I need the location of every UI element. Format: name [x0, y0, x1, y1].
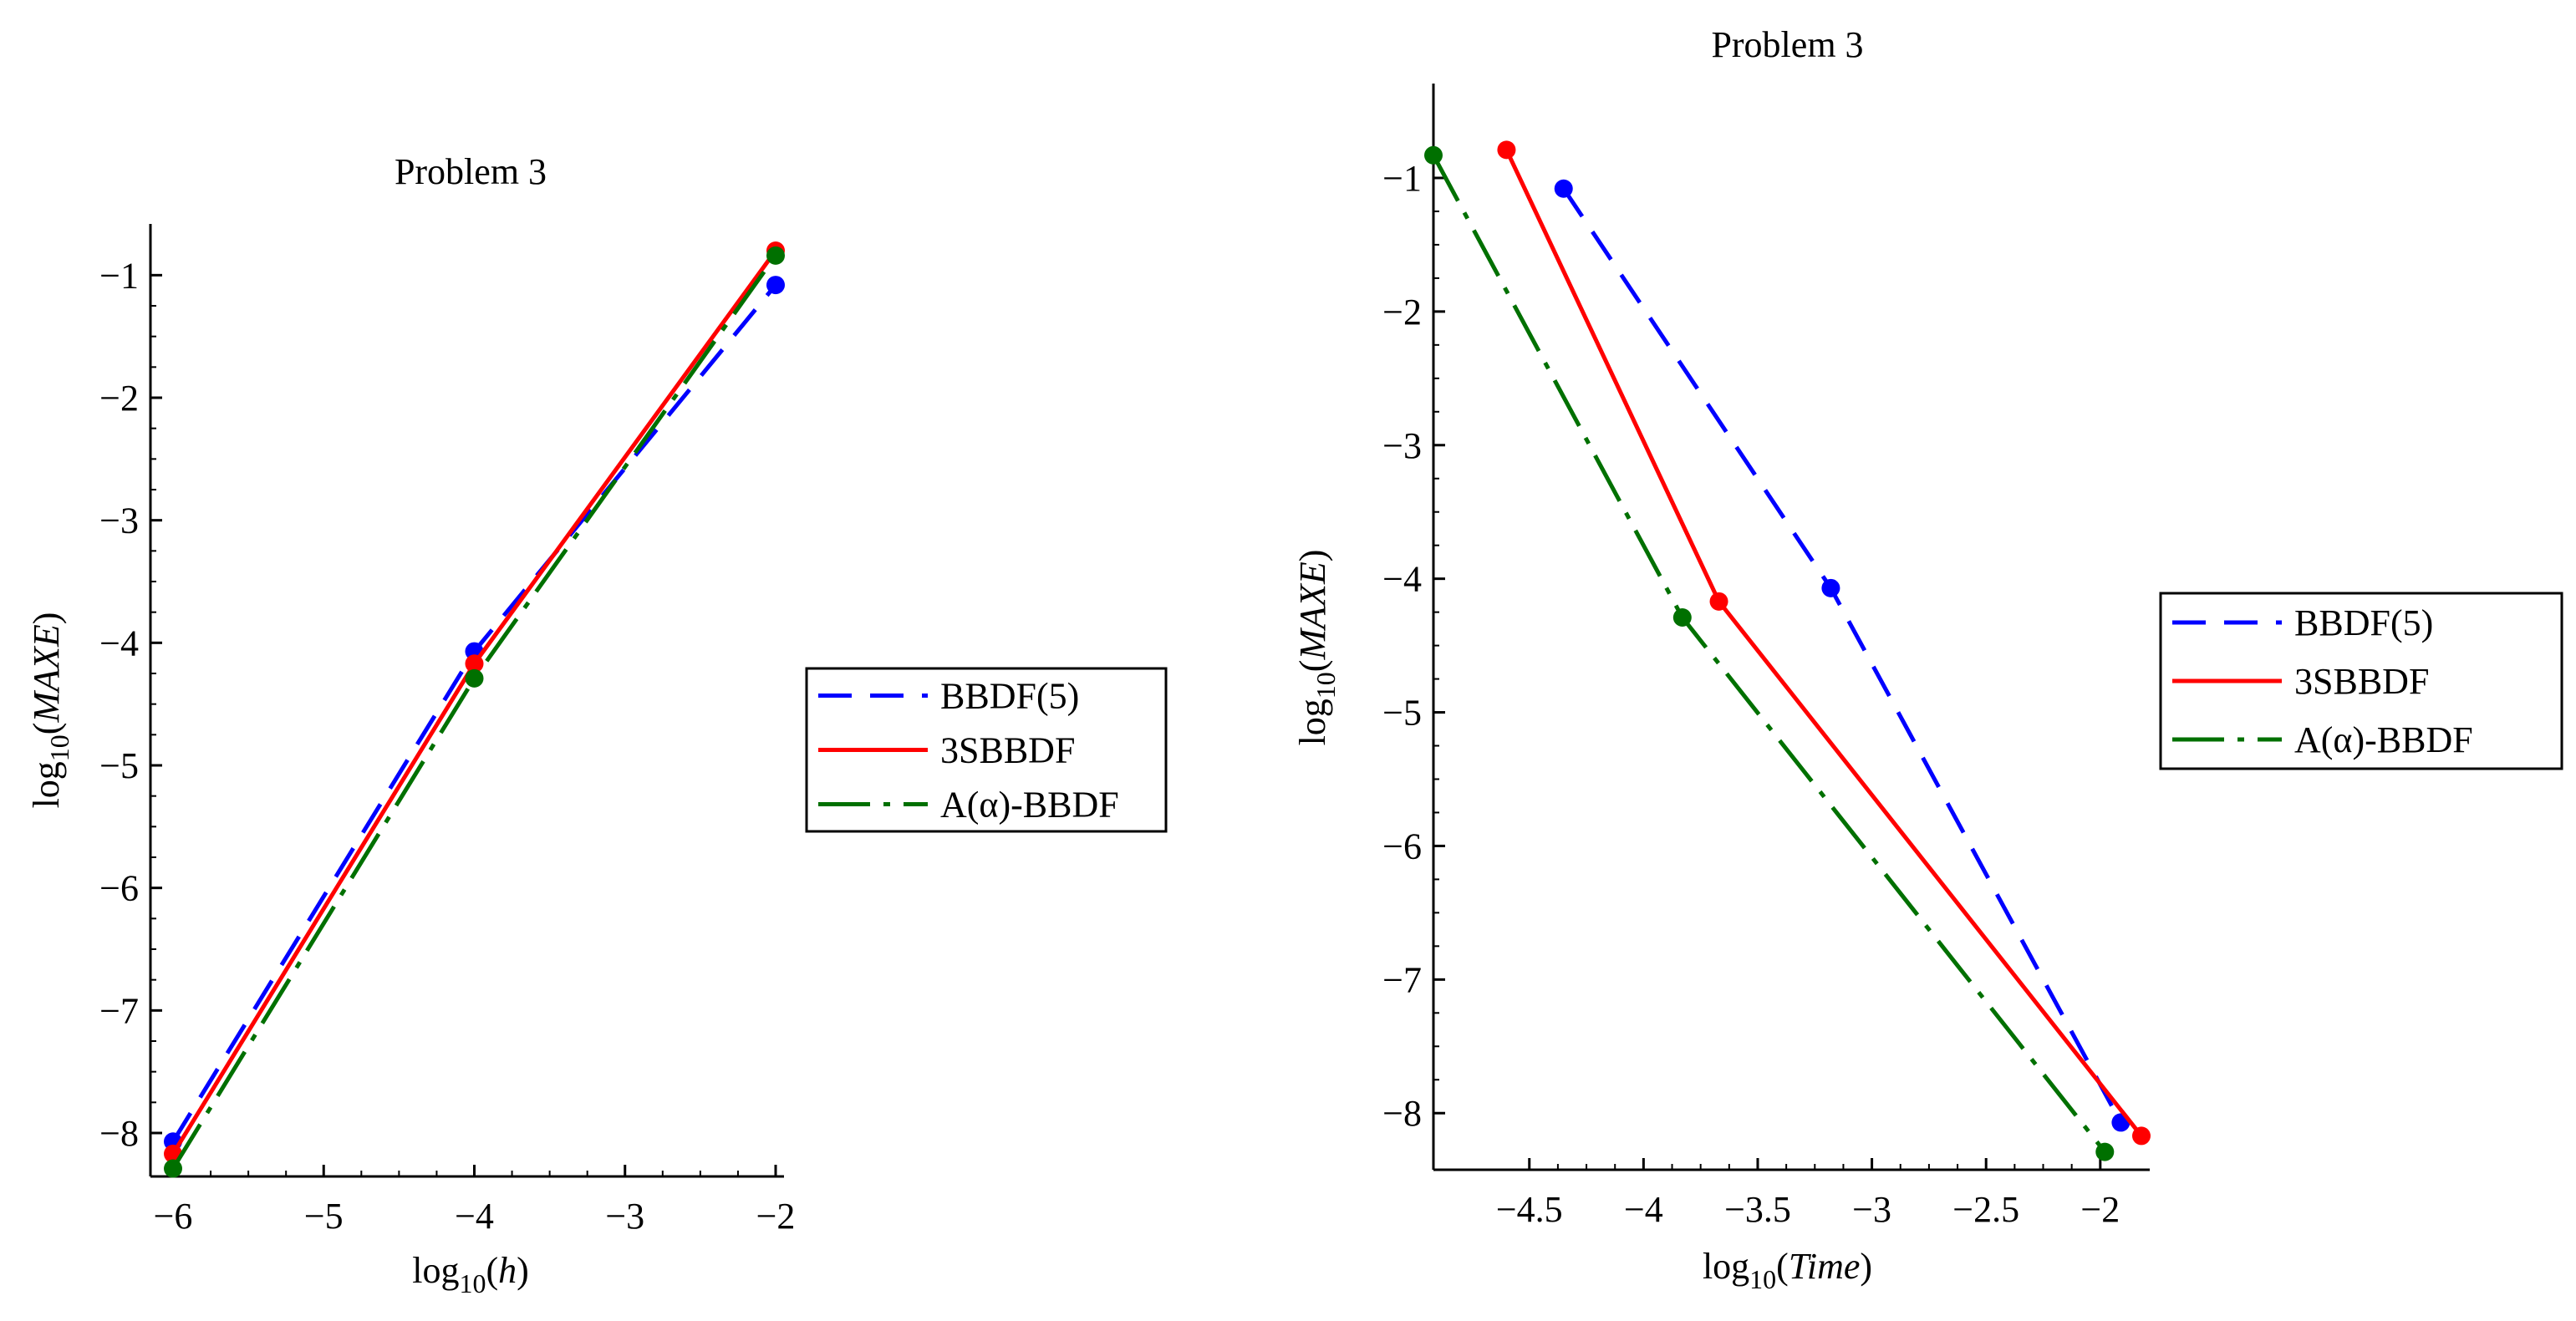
data-point-series-2 — [1672, 608, 1692, 627]
y-axis-label-sub: 10 — [44, 734, 74, 761]
data-point-series-0 — [1554, 179, 1573, 198]
y-axis-label-sub: 10 — [1311, 672, 1341, 699]
x-axis-label-prefix: log — [412, 1250, 459, 1291]
x-tick-label: −3 — [1852, 1189, 1891, 1230]
x-tick-label: −6 — [154, 1196, 193, 1237]
x-axis-label-var: h — [498, 1250, 517, 1291]
x-tick-label: −4 — [455, 1196, 494, 1237]
chart-time-vs-maxe: Problem 3 −4.5 −4 −3.5 −3 −2.5 −2 −1 −2 −3 −4 −5 −6 −… — [1292, 24, 2563, 1294]
y-axis-label: log10(MAXE) — [1292, 550, 1341, 746]
series-line-2 — [1431, 154, 2107, 1154]
x-axis-label-sub: 10 — [459, 1268, 486, 1298]
y-tick-label: −8 — [1382, 1093, 1422, 1134]
y-axis-label-prefix: log — [1292, 699, 1333, 745]
y-tick-label: −5 — [1382, 693, 1422, 734]
x-tick-label: −3.5 — [1724, 1189, 1791, 1230]
y-tick-label: −5 — [99, 745, 139, 786]
x-axis-label-open: ( — [1776, 1246, 1789, 1287]
legend-label-2: A(α)-BBDF — [2294, 719, 2473, 760]
x-tick-label: −5 — [304, 1196, 344, 1237]
y-tick-label: −6 — [99, 868, 139, 909]
y-tick-label: −3 — [1382, 425, 1422, 466]
legend-label-2: A(α)-BBDF — [940, 785, 1119, 826]
data-point-series-0 — [766, 276, 785, 295]
data-point-series-2 — [1424, 145, 1443, 165]
y-tick-label: −1 — [99, 255, 139, 296]
x-tick-label: −2 — [756, 1196, 796, 1237]
y-tick-label: −2 — [99, 378, 139, 419]
data-point-series-1 — [1709, 592, 1728, 611]
y-tick-label: −2 — [1382, 292, 1422, 333]
chart-title: Problem 3 — [1711, 24, 1863, 65]
x-tick-label: −3 — [605, 1196, 644, 1237]
x-axis-label-open: ( — [486, 1250, 498, 1291]
data-point-series-2 — [766, 246, 785, 265]
x-tick-label: −2.5 — [1952, 1189, 2019, 1230]
x-axis-label-close: ) — [517, 1250, 529, 1291]
x-axis-label: log10(Time) — [1703, 1246, 1872, 1294]
legend-label-1: 3SBBDF — [940, 730, 1075, 771]
y-tick-label: −4 — [1382, 559, 1422, 600]
data-point-series-2 — [2095, 1142, 2115, 1161]
data-point-series-2 — [465, 668, 484, 688]
y-axis-label-close: ) — [26, 612, 67, 625]
x-axis-label-var: Time — [1789, 1246, 1861, 1287]
y-axis-label-open: ( — [26, 723, 67, 735]
y-axis-label-var: MAXE — [26, 624, 67, 723]
y-axis-label-open: ( — [1292, 660, 1333, 673]
y-tick-label: −8 — [99, 1113, 139, 1154]
y-axis-label-var: MAXE — [1292, 561, 1333, 660]
x-tick-label: −2 — [2080, 1189, 2120, 1230]
data-point-series-1 — [465, 654, 484, 673]
legend-label-0: BBDF(5) — [940, 676, 1079, 717]
y-tick-label: −6 — [1382, 826, 1422, 866]
chart-h-vs-maxe: Problem 3−6 −5 −4 −3 −2−1−2−3−4−5−6−7−8log10… — [26, 151, 1168, 1298]
series-line-2 — [171, 254, 778, 1170]
legend-label-0: BBDF(5) — [2294, 602, 2433, 643]
x-tick-label: −4.5 — [1496, 1189, 1563, 1230]
data-point-series-1 — [1497, 140, 1516, 160]
data-point-series-2 — [164, 1159, 183, 1178]
y-tick-label: −4 — [99, 622, 139, 663]
x-axis-label-sub: 10 — [1749, 1264, 1776, 1294]
y-axis-label-prefix: log — [26, 761, 67, 808]
series-line-0 — [171, 283, 777, 1143]
data-point-series-1 — [2132, 1126, 2151, 1146]
y-tick-label: −3 — [99, 500, 139, 541]
y-tick-label: −7 — [99, 990, 139, 1031]
chart-title: Problem 3 — [395, 151, 547, 192]
data-point-series-0 — [1821, 578, 1840, 597]
y-axis-label-close: ) — [1292, 550, 1333, 562]
x-axis-label-prefix: log — [1703, 1246, 1749, 1287]
y-axis-label: log10(MAXE) — [26, 612, 74, 809]
y-tick-label: −1 — [1382, 158, 1422, 199]
legend-label-1: 3SBBDF — [2294, 661, 2429, 702]
y-tick-label: −7 — [1382, 959, 1422, 1000]
x-axis-label: log10(h) — [412, 1250, 529, 1298]
series-line-0 — [1561, 187, 2123, 1124]
x-tick-label: −4 — [1624, 1189, 1663, 1230]
x-axis-label-close: ) — [1860, 1246, 1872, 1287]
